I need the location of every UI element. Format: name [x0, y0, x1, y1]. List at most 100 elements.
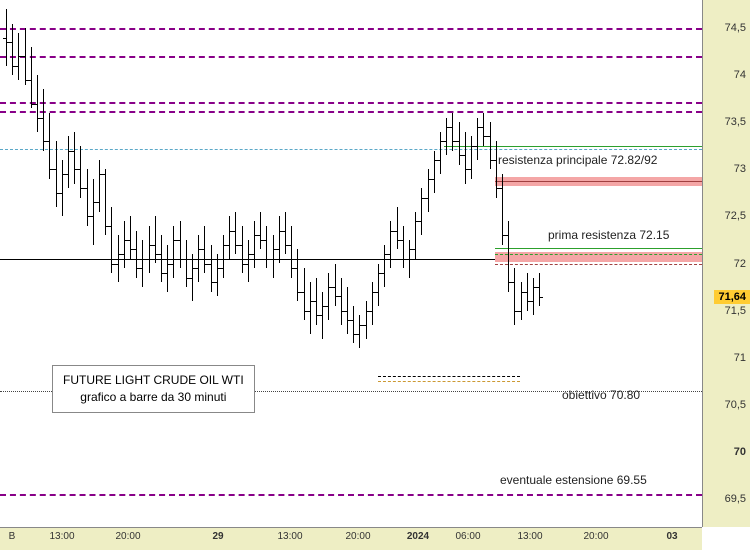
ohlc-bar	[446, 118, 447, 156]
info-box-title: FUTURE LIGHT CRUDE OIL WTI	[63, 372, 244, 389]
ohlc-bar	[335, 264, 336, 306]
partial-line	[495, 181, 702, 182]
y-tick-label: 72,5	[725, 210, 746, 222]
ohlc-bar	[328, 273, 329, 320]
y-tick-label: 71	[734, 352, 746, 364]
ohlc-bar	[477, 118, 478, 160]
ohlc-bar	[465, 132, 466, 184]
y-tick-label: 71,5	[725, 305, 746, 317]
partial-line	[495, 264, 702, 265]
ohlc-bar	[56, 141, 57, 207]
ohlc-bar	[204, 226, 205, 273]
ohlc-bar	[80, 146, 81, 198]
y-tick-label: 74	[734, 69, 746, 81]
annotation-label: prima resistenza 72.15	[548, 228, 669, 242]
ohlc-bar	[229, 216, 230, 258]
ohlc-bar	[310, 282, 311, 334]
info-box-subtitle: grafico a barre da 30 minuti	[63, 389, 244, 406]
chart-plot-area[interactable]: resistenza principale 72.82/92 prima resi…	[0, 0, 702, 527]
ohlc-bar	[359, 315, 360, 348]
horizontal-line	[0, 494, 702, 496]
ohlc-bar	[6, 9, 7, 65]
ohlc-bar	[291, 226, 292, 278]
horizontal-line	[0, 28, 702, 30]
info-box: FUTURE LIGHT CRUDE OIL WTIgrafico a barr…	[52, 365, 255, 413]
x-tick-label: 29	[212, 531, 223, 542]
ohlc-bar	[124, 221, 125, 268]
annotation-label: resistenza principale 72.82/92	[498, 153, 657, 167]
horizontal-line	[0, 56, 702, 58]
ohlc-bar	[285, 212, 286, 254]
ohlc-bar	[347, 287, 348, 334]
ohlc-bar	[62, 160, 63, 216]
ohlc-bar	[198, 235, 199, 282]
ohlc-bar	[353, 306, 354, 344]
ohlc-bar	[527, 273, 528, 311]
ohlc-bar	[452, 113, 453, 151]
x-tick-label: 20:00	[345, 531, 370, 542]
partial-line	[378, 381, 520, 382]
current-price-marker: 71,64	[714, 290, 750, 304]
ohlc-bar	[167, 245, 168, 292]
ohlc-bar	[149, 226, 150, 273]
ohlc-bar	[161, 235, 162, 282]
horizontal-line	[0, 102, 702, 104]
ohlc-bar	[440, 132, 441, 174]
ohlc-bar	[223, 235, 224, 277]
ohlc-bar	[248, 240, 249, 282]
ohlc-bar	[155, 216, 156, 263]
ohlc-bar	[136, 231, 137, 278]
ohlc-bar	[316, 278, 317, 325]
ohlc-bar	[68, 136, 69, 188]
ohlc-bar	[421, 188, 422, 235]
ohlc-bar	[254, 221, 255, 268]
ohlc-bar	[31, 47, 32, 108]
ohlc-bar	[93, 179, 94, 245]
ohlc-bar	[37, 75, 38, 131]
horizontal-line	[0, 111, 702, 113]
ohlc-bar	[99, 160, 100, 212]
x-tick-label: 13:00	[517, 531, 542, 542]
ohlc-bar	[409, 240, 410, 278]
ohlc-bar	[211, 245, 212, 292]
ohlc-bar	[372, 282, 373, 324]
y-tick-label: 74,5	[725, 22, 746, 34]
ohlc-bar	[235, 212, 236, 254]
ohlc-bar	[483, 113, 484, 146]
ohlc-bar	[378, 264, 379, 306]
ohlc-bar	[130, 216, 131, 258]
x-tick-label: B	[9, 531, 16, 542]
ohlc-bar	[118, 235, 119, 282]
ohlc-bar	[434, 151, 435, 193]
y-tick-label: 73	[734, 163, 746, 175]
x-tick-label: 2024	[407, 531, 429, 542]
x-tick-label: 13:00	[277, 531, 302, 542]
annotation-label: obiettivo 70.80	[562, 388, 640, 402]
partial-line	[444, 146, 702, 147]
ohlc-bar	[514, 268, 515, 324]
ohlc-bar	[266, 226, 267, 268]
ohlc-bar	[384, 245, 385, 287]
partial-line	[495, 248, 702, 249]
x-tick-label: 03	[666, 531, 677, 542]
partial-line	[495, 254, 702, 255]
ohlc-bar	[428, 169, 429, 211]
x-tick-label: 20:00	[115, 531, 140, 542]
annotation-label: eventuale estensione 69.55	[500, 473, 647, 487]
ohlc-bar	[180, 221, 181, 268]
ohlc-bar	[173, 226, 174, 278]
ohlc-bar	[279, 216, 280, 263]
y-tick-label: 70	[734, 446, 746, 458]
partial-line	[378, 376, 520, 377]
ohlc-bar	[260, 212, 261, 250]
ohlc-bar	[217, 254, 218, 296]
y-tick-label: 69,5	[725, 493, 746, 505]
ohlc-bar	[539, 273, 540, 306]
ohlc-bar	[508, 221, 509, 292]
ohlc-bar	[403, 226, 404, 268]
ohlc-bar	[25, 28, 26, 84]
ohlc-bar	[186, 240, 187, 287]
y-tick-label: 73,5	[725, 116, 746, 128]
ohlc-bar	[366, 301, 367, 339]
ohlc-bar	[304, 268, 305, 320]
